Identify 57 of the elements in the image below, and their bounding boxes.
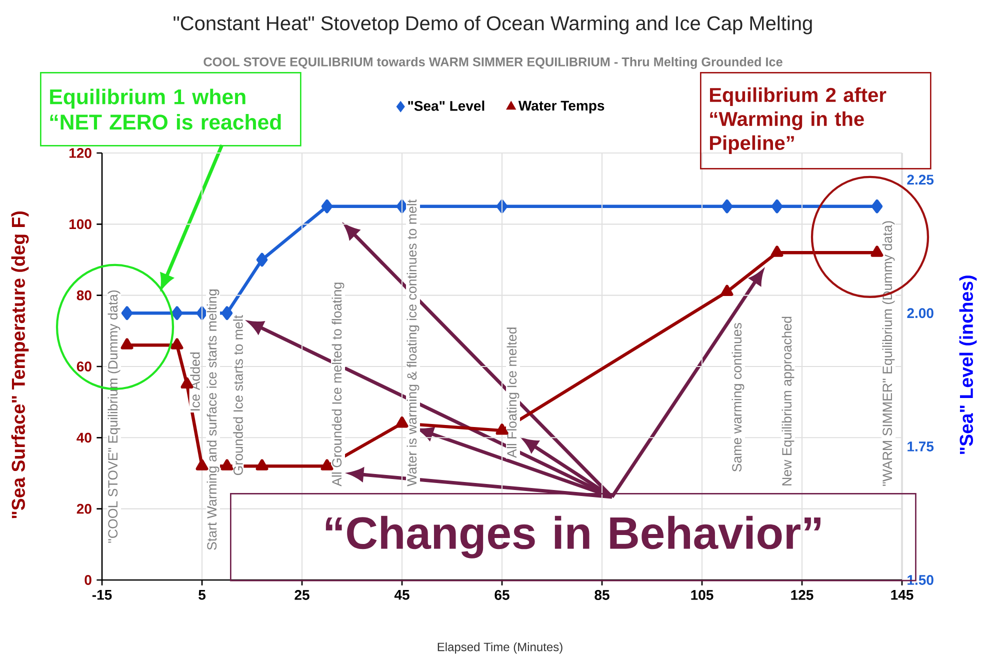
point bbox=[170, 338, 184, 350]
x-tick-label: 145 bbox=[891, 590, 914, 600]
point bbox=[121, 306, 133, 320]
x-axis-title: Elapsed Time (Minutes) bbox=[438, 642, 562, 654]
legend-label: "Sea" Level bbox=[408, 100, 484, 111]
point bbox=[220, 459, 234, 470]
annotation: Grounded Ice starts to melt bbox=[233, 315, 243, 476]
text: Equilibrium 1 when “NET ZERO is reached bbox=[50, 88, 281, 130]
x-tick-label: 125 bbox=[791, 590, 814, 600]
point bbox=[871, 199, 883, 214]
y-tick-label: 40 bbox=[76, 432, 92, 443]
point bbox=[221, 306, 233, 320]
annotation: All Grounded Ice melted to floating bbox=[332, 282, 344, 486]
y2-tick-label: 1.50 bbox=[908, 575, 934, 585]
chart-title: "Constant Heat" Stovetop Demo of Ocean Warming and Ice Cap Melting bbox=[174, 16, 812, 34]
y-tick-label: 100 bbox=[69, 219, 92, 230]
x-tick-label: 25 bbox=[294, 590, 310, 600]
y-tick-label: 80 bbox=[76, 290, 92, 300]
y-tick-label: 60 bbox=[76, 362, 92, 372]
annotation: Water is warming & floating ice continues to melt bbox=[406, 200, 420, 486]
x-tick-label: 5 bbox=[198, 590, 206, 600]
annotation: "WARM SIMMER" Equilibrium (Dummy data) bbox=[882, 221, 895, 486]
point bbox=[770, 246, 784, 257]
x-tick-label: 105 bbox=[691, 590, 714, 600]
y-tick-label: 120 bbox=[69, 148, 92, 158]
annotation: All Floating Ice melted bbox=[506, 328, 520, 458]
x-tick-label: 45 bbox=[394, 590, 410, 600]
annotation: Same warming continues bbox=[732, 322, 744, 472]
point bbox=[720, 284, 734, 296]
annotation: "COOL STOVE" Equilibrium (Dummy data) bbox=[108, 290, 120, 543]
point bbox=[256, 459, 268, 470]
annotation: “Changes in Behavior” bbox=[326, 516, 820, 558]
x-tick-label: 65 bbox=[494, 590, 510, 600]
point bbox=[171, 306, 183, 320]
y-axis-title: "Sea Surface" Temperature (deg F) bbox=[11, 212, 29, 518]
annotation: Ice Added bbox=[190, 352, 200, 410]
point bbox=[120, 338, 134, 350]
legend-label: Water Temps bbox=[518, 100, 604, 114]
y2-tick-label: 1.75 bbox=[908, 442, 934, 452]
y2-tick-label: 2.00 bbox=[907, 308, 934, 318]
point bbox=[196, 459, 208, 470]
chart-subtitle: COOL STOVE EQUILIBRIUM towards WARM SIMMER EQUILIBRIUM - Thru Melting Grounded Ice bbox=[204, 57, 782, 69]
annotation: Start Warming and surface ice starts melting bbox=[206, 290, 220, 550]
x-tick-label: -15 bbox=[92, 590, 112, 600]
y2-axis-title: "Sea" Level (inches) bbox=[959, 276, 977, 454]
point bbox=[321, 199, 333, 214]
annotation: Equilibrium 2 after “Warming in the Pipeline” bbox=[710, 87, 886, 154]
point bbox=[256, 252, 268, 267]
point bbox=[721, 199, 733, 214]
point bbox=[771, 199, 783, 214]
y-tick-label: 0 bbox=[84, 575, 92, 585]
point bbox=[870, 246, 884, 257]
y-tick-label: 20 bbox=[76, 504, 92, 514]
point bbox=[496, 199, 508, 214]
x-tick-label: 85 bbox=[594, 590, 610, 600]
y2-tick-label: 2.25 bbox=[907, 174, 934, 185]
annotation: New Equilibrium approached bbox=[782, 316, 794, 486]
